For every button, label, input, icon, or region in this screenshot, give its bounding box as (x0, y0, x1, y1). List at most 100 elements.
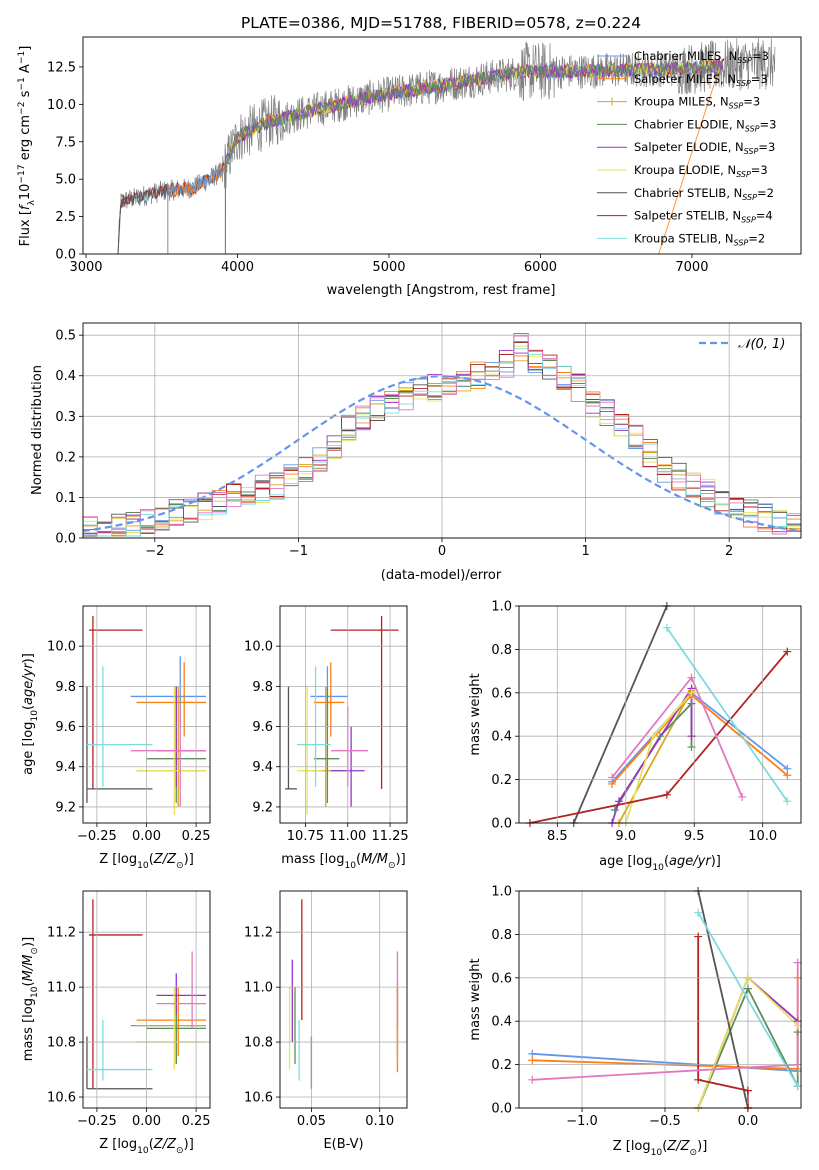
axes-age_vs_z: −0.25 0.00 0.25 9.2 9.4 9.6 9.8 10.0 (47, 605, 211, 844)
x-axis-label: Z [log10(Z/Z⊙)] (99, 852, 194, 871)
x-tick-label: 1 (581, 544, 589, 559)
weight-marker-salpeter_miles (783, 771, 792, 780)
weight-marker-salpeter_miles (528, 1056, 537, 1065)
x-tick-label: 0.0 (738, 1114, 759, 1129)
legend-label: Salpeter ELODIE, NSSP=3 (634, 140, 775, 156)
y-tick-label: 0.4 (491, 1015, 512, 1030)
x-axis-label: (data-model)/error (381, 568, 502, 583)
axes-frame (518, 605, 802, 824)
y-tick-label: 0.8 (491, 928, 512, 943)
axes-age_vs_mass: 10.75 11.00 11.25 9.2 9.4 9.6 9.8 10.0 (244, 605, 409, 844)
weight-marker-pink (738, 792, 747, 801)
weight-marker-salpeter_stelib (694, 932, 703, 941)
x-tick-label: 5000 (372, 260, 405, 275)
y-axis-label: Normed distribution (30, 365, 45, 495)
axes-frame (279, 890, 408, 1109)
x-tick-label: 10.0 (748, 829, 777, 844)
y-tick-label: 10.0 (244, 640, 273, 655)
y-tick-label: 1.0 (491, 600, 512, 615)
y-axis-label: Flux [fλ10−17 erg cm−2 s−1 A−1] (17, 46, 37, 247)
weight-marker-salpeter_stelib (783, 647, 792, 656)
x-tick-label: 0.00 (132, 1114, 161, 1129)
axes-frame (82, 890, 211, 1109)
legend-label: Chabrier STELIB, NSSP=2 (634, 186, 774, 202)
weight-marker-chabrier_elodie (656, 732, 664, 741)
y-tick-label: 0.0 (55, 248, 76, 263)
x-axis-label: Z [log10(Z/Z⊙)] (613, 1139, 708, 1158)
y-tick-label: 0.2 (491, 773, 512, 788)
legend-label: Kroupa ELODIE, NSSP=3 (634, 163, 768, 179)
axes-frame (82, 605, 211, 824)
x-tick-label: 0.00 (132, 829, 161, 844)
x-tick-label: 6000 (524, 260, 557, 275)
model-line-chabrier_elodie (224, 60, 723, 254)
weight-line-kroupa_stelib (666, 627, 789, 802)
weight-marker-chabrier_elodie (687, 743, 696, 752)
weight-marker-pink (528, 1075, 537, 1084)
plot-area (288, 899, 399, 1089)
axes-frame (82, 322, 802, 539)
y-axis-label: mass [log10(M/M⊙)] (21, 937, 40, 1061)
plot-area (529, 606, 789, 823)
x-tick-label: 7000 (675, 260, 708, 275)
y-tick-label: 11.2 (47, 926, 76, 941)
y-tick-label: 0.0 (491, 1102, 512, 1117)
x-tick-label: 11.00 (329, 829, 366, 844)
y-tick-label: 0.2 (55, 450, 76, 465)
x-axis-label: age [log10(age/yr)] (599, 854, 721, 873)
x-tick-label: 9.0 (615, 829, 636, 844)
y-tick-label: 11.0 (47, 981, 76, 996)
weight-marker-salpeter_stelib (694, 1075, 703, 1084)
y-tick-label: 9.4 (252, 760, 273, 775)
weight-marker-kroupa_elodie (793, 1021, 802, 1030)
weight-line-chabrier_stelib (572, 606, 668, 823)
weight-marker-salpeter_stelib (743, 1086, 752, 1095)
plot-area (86, 899, 207, 1090)
y-axis-label: age [log10(age/yr)] (21, 653, 40, 775)
x-tick-label: 4000 (221, 260, 254, 275)
x-tick-label: 0.10 (365, 1114, 394, 1129)
x-tick-label: −0.25 (77, 1114, 117, 1129)
y-tick-label: 0.3 (55, 410, 76, 425)
axes-frame (518, 890, 802, 1109)
y-tick-label: 9.8 (55, 680, 76, 695)
weight-marker-pink (608, 773, 617, 782)
x-axis-label: E(B-V) (323, 1137, 363, 1152)
axes-frame (82, 36, 802, 255)
x-tick-label: 0 (438, 544, 446, 559)
y-tick-label: 10.8 (47, 1036, 76, 1051)
x-tick-label: 3000 (69, 260, 102, 275)
legend-label: 𝒩(0, 1) (738, 337, 785, 352)
x-tick-label: 0.25 (182, 1114, 211, 1129)
weight-line-salpeter_stelib (697, 936, 749, 1108)
y-tick-label: 11.2 (244, 926, 273, 941)
weight-marker-kroupa_stelib (793, 1082, 802, 1091)
y-tick-label: 0.4 (55, 369, 76, 384)
y-tick-label: 0.0 (491, 817, 512, 832)
y-tick-label: 10.8 (244, 1036, 273, 1051)
y-tick-label: 7.5 (55, 135, 76, 150)
x-tick-label: 2 (725, 544, 733, 559)
weight-marker-kroupa_elodie (687, 688, 696, 697)
weight-marker-pink (793, 958, 802, 967)
weight-line-chabrier_miles (611, 691, 788, 783)
y-tick-label: 10.0 (47, 640, 76, 655)
x-tick-label: 0.25 (182, 829, 211, 844)
y-tick-label: 9.8 (252, 680, 273, 695)
y-tick-label: 9.6 (55, 720, 76, 735)
legend-label: Chabrier MILES, NSSP=3 (634, 49, 769, 65)
weight-marker-kroupa_elodie (743, 973, 752, 982)
legend-label: Salpeter MILES, NSSP=3 (634, 72, 768, 88)
axes-weight_vs_z: −1.0 −0.5 0.0 0.0 0.2 0.4 0.6 0.8 1.0 (491, 885, 802, 1129)
axes-weight_vs_age: 8.5 9.0 9.5 10.0 0.0 0.2 0.4 0.6 0.8 1.0 (491, 600, 802, 844)
weight-marker-salpeter_miles (793, 973, 802, 982)
weight-marker-pink (793, 1060, 802, 1069)
weight-line-salpeter_elodie (611, 685, 693, 823)
y-tick-label: 10.6 (47, 1091, 76, 1106)
y-tick-label: 9.2 (55, 800, 76, 815)
x-tick-label: −0.25 (77, 829, 117, 844)
x-tick-label: −2 (145, 544, 164, 559)
weight-marker-kroupa_stelib (694, 908, 703, 917)
x-tick-label: 0.05 (297, 1114, 326, 1129)
y-tick-label: 9.4 (55, 760, 76, 775)
